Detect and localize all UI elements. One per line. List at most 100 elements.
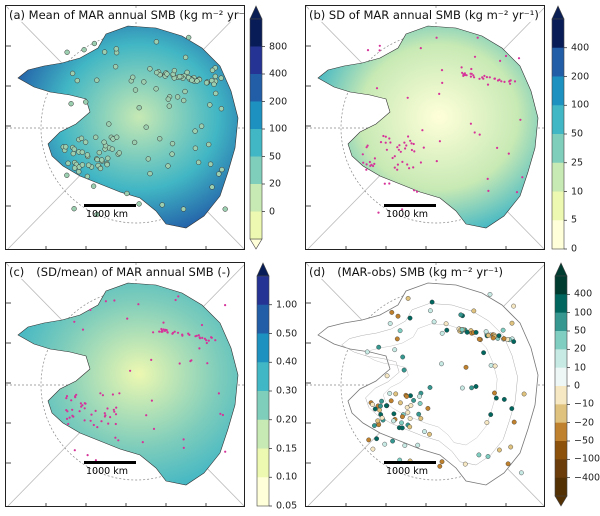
- observation-point: [71, 414, 74, 417]
- observation-point: [187, 332, 190, 335]
- colorbar-tick-label: 400: [571, 42, 590, 54]
- colorbar-segment: [555, 367, 567, 387]
- observation-point: [413, 189, 416, 192]
- observation-point: [189, 77, 195, 83]
- observation-point: [103, 412, 106, 415]
- observation-point: [210, 336, 213, 339]
- antarctica-landmass: [17, 25, 239, 229]
- observation-point: [365, 168, 368, 171]
- observation-point: [486, 177, 489, 180]
- observation-point: [410, 148, 413, 152]
- observation-point: [150, 358, 153, 361]
- observation-point: [476, 452, 482, 458]
- observation-point: [114, 413, 118, 416]
- observation-point: [101, 394, 104, 397]
- observation-point: [459, 327, 465, 333]
- observation-point: [214, 339, 217, 342]
- observation-point: [498, 78, 501, 81]
- colorbar-segment: [257, 391, 269, 421]
- colorbar-segment: [555, 422, 567, 442]
- observation-point: [478, 77, 481, 80]
- observation-point: [473, 330, 479, 335]
- colorbar-tick-label: 50: [571, 128, 584, 140]
- observation-point: [400, 414, 405, 420]
- observation-point: [71, 146, 77, 152]
- observation-point: [509, 82, 512, 85]
- observation-point: [219, 166, 225, 173]
- observation-point: [478, 133, 481, 136]
- observation-point: [143, 124, 149, 130]
- observation-point: [81, 47, 87, 53]
- observation-point: [376, 344, 382, 350]
- observation-point: [384, 373, 390, 379]
- observation-point: [93, 134, 99, 140]
- observation-point: [435, 36, 438, 39]
- colorbar-segment: [257, 276, 269, 306]
- observation-point: [190, 359, 193, 362]
- observation-point: [198, 347, 201, 350]
- observation-point: [96, 426, 99, 429]
- observation-point: [169, 140, 176, 147]
- observation-point: [154, 69, 160, 76]
- observation-point: [439, 459, 445, 465]
- colorbar-segment: [555, 294, 567, 313]
- colorbar-segment: [250, 184, 262, 212]
- observation-point: [407, 424, 413, 430]
- colorbar-segment: [250, 211, 262, 240]
- observation-point: [493, 395, 499, 401]
- observation-point: [166, 331, 169, 334]
- observation-point: [501, 396, 507, 402]
- colorbar-extend-top: [256, 262, 270, 277]
- observation-point: [415, 442, 421, 448]
- observation-point: [362, 161, 365, 164]
- observation-point: [427, 385, 433, 390]
- observation-point: [81, 328, 85, 331]
- colorbar-segment: [250, 46, 262, 75]
- observation-point: [107, 422, 110, 425]
- observation-point: [63, 144, 69, 150]
- observation-point: [508, 79, 511, 82]
- observation-point: [441, 81, 444, 84]
- observation-point: [422, 146, 425, 149]
- observation-point: [94, 409, 97, 412]
- observation-point: [83, 99, 89, 105]
- observation-point: [105, 155, 111, 161]
- observation-point: [71, 408, 74, 411]
- colorbar-tick-label: 10: [574, 362, 587, 374]
- observation-point: [181, 97, 187, 104]
- observation-point: [203, 337, 206, 340]
- observation-point: [500, 80, 503, 83]
- observation-point: [137, 303, 140, 306]
- observation-point: [132, 87, 139, 93]
- observation-point: [458, 312, 464, 318]
- observation-point: [366, 49, 370, 52]
- observation-point: [487, 291, 493, 297]
- panel-title: (b) SD of MAR annual SMB (kg m⁻² yr⁻¹): [309, 8, 539, 22]
- observation-point: [470, 67, 473, 71]
- observation-point: [384, 141, 387, 144]
- observation-point: [482, 77, 485, 80]
- colorbar-tick-label: −50: [574, 435, 595, 447]
- observation-point: [388, 398, 394, 404]
- observation-point: [511, 419, 517, 425]
- observation-point: [211, 81, 217, 87]
- observation-point: [207, 161, 214, 167]
- observation-point: [407, 416, 413, 422]
- observation-point: [69, 70, 76, 77]
- scale-bar-label: 1000 km: [86, 209, 128, 220]
- colorbar-tick-label: 20: [269, 178, 282, 190]
- observation-point: [422, 429, 427, 435]
- observation-point: [366, 437, 372, 443]
- observation-point: [417, 393, 422, 399]
- observation-point: [64, 49, 70, 55]
- observation-point: [404, 147, 407, 150]
- observation-point: [384, 403, 389, 409]
- colorbar-segment: [250, 129, 262, 157]
- observation-point: [399, 150, 402, 153]
- observation-point: [109, 416, 112, 419]
- observation-point: [465, 74, 468, 77]
- colorbar-segment: [555, 349, 567, 368]
- colorbar-segment: [552, 47, 564, 77]
- observation-point: [213, 90, 219, 97]
- observation-point: [409, 139, 412, 142]
